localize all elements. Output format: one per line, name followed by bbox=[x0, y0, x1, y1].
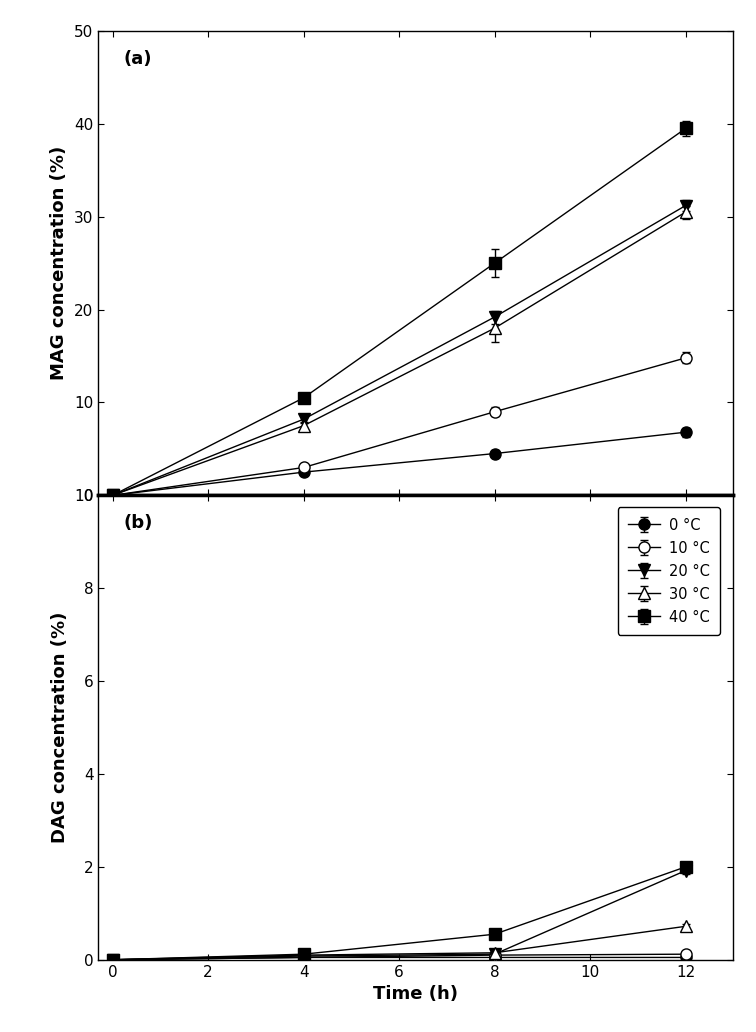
Text: (b): (b) bbox=[124, 514, 153, 531]
Y-axis label: DAG concentration (%): DAG concentration (%) bbox=[51, 612, 69, 843]
Y-axis label: MAG concentration (%): MAG concentration (%) bbox=[51, 147, 69, 380]
Legend: 0 °C, 10 °C, 20 °C, 30 °C, 40 °C: 0 °C, 10 °C, 20 °C, 30 °C, 40 °C bbox=[618, 508, 720, 635]
X-axis label: Time (h): Time (h) bbox=[373, 986, 458, 1003]
Text: (a): (a) bbox=[124, 50, 152, 67]
